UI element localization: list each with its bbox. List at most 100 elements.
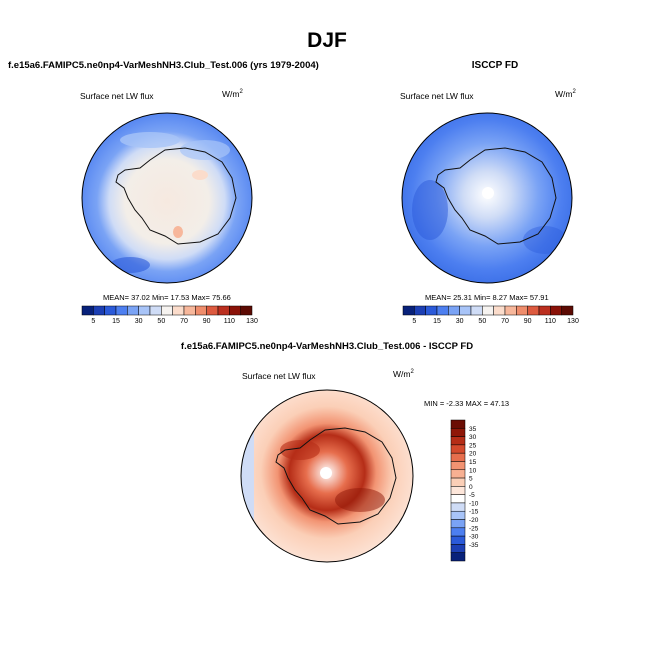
model-colorbar-swatch <box>206 305 219 316</box>
difference-colorbar-tick-label: 10 <box>469 467 477 474</box>
obs-units-label: W/m2 <box>555 89 576 99</box>
difference-colorbar-swatch <box>450 469 466 479</box>
difference-colorbar-swatch <box>450 535 466 545</box>
difference-antarctica-outline <box>275 427 397 525</box>
obs-map <box>401 112 573 284</box>
obs-colorbar: 5 15 30 50 70 90 110 130 <box>402 305 579 325</box>
obs-colorbar-tick-label: 30 <box>456 318 464 325</box>
obs-panel-title: ISCCP FD <box>471 60 519 71</box>
obs-colorbar-tick-label: 90 <box>524 318 532 325</box>
model-colorbar-tick-label: 50 <box>157 318 165 325</box>
model-colorbar: 5 15 30 50 70 90 110 130 <box>81 305 258 325</box>
difference-stats: MIN = -2.33 MAX = 47.13 <box>424 399 510 408</box>
model-colorbar-tick-label: 90 <box>203 318 211 325</box>
difference-colorbar-tick-label: -15 <box>469 509 479 516</box>
obs-colorbar-swatch <box>516 305 528 316</box>
model-map <box>81 112 253 284</box>
difference-colorbar-swatch <box>450 444 466 454</box>
difference-colorbar-tick-label: -30 <box>469 534 479 541</box>
model-colorbar-tick-label: 110 <box>224 318 235 325</box>
difference-colorbar-swatch <box>450 436 466 446</box>
model-colorbar-swatch <box>115 305 128 316</box>
difference-colorbar-swatch <box>450 510 466 520</box>
obs-colorbar-swatch <box>448 305 460 316</box>
difference-colorbar-swatch <box>450 552 466 562</box>
model-colorbar-tick-label: 70 <box>180 318 188 325</box>
difference-colorbar-swatch <box>450 544 466 553</box>
obs-stats: MEAN= 25.31 Min= 8.27 Max= 57.91 <box>425 293 549 302</box>
difference-colorbar-tick-label: 30 <box>469 434 477 441</box>
difference-colorbar-swatch <box>450 461 466 471</box>
model-colorbar-swatch <box>217 305 230 316</box>
difference-colorbar-swatch <box>450 452 466 462</box>
obs-colorbar-swatch <box>493 305 506 316</box>
difference-colorbar-swatch <box>450 527 466 537</box>
obs-colorbar-swatch <box>504 305 517 316</box>
difference-colorbar-tick-label: -5 <box>469 492 475 499</box>
difference-colorbar-tick-label: 25 <box>469 442 477 449</box>
obs-colorbar-swatch <box>436 305 449 316</box>
model-colorbar-tick-label: 15 <box>112 318 120 325</box>
obs-colorbar-swatch <box>414 305 426 316</box>
difference-colorbar-swatch <box>450 419 466 429</box>
difference-variable-label: Surface net LW flux <box>242 371 316 381</box>
difference-colorbar-swatch <box>450 494 466 504</box>
model-colorbar-tick-label: 5 <box>91 318 95 325</box>
model-colorbar-swatch <box>229 305 241 316</box>
difference-colorbar-tick-label: 5 <box>469 476 473 483</box>
difference-colorbar-tick-label: 35 <box>469 426 477 433</box>
model-units-label: W/m2 <box>222 89 243 99</box>
model-colorbar-swatch <box>172 305 185 316</box>
model-variable-label: Surface net LW flux <box>80 91 154 101</box>
model-colorbar-swatch <box>104 305 117 316</box>
obs-colorbar-tick-label: 15 <box>433 318 441 325</box>
model-antarctica-outline <box>115 147 237 245</box>
model-colorbar-swatch <box>161 305 173 316</box>
model-panel-title: f.e15a6.FAMIPC5.ne0np4-VarMeshNH3.Club_T… <box>8 60 319 71</box>
obs-antarctica-outline <box>435 147 557 245</box>
obs-colorbar-swatch <box>459 305 472 316</box>
model-colorbar-tick-label: 30 <box>135 318 143 325</box>
obs-colorbar-tick-label: 130 <box>567 318 579 325</box>
difference-colorbar-tick-label: -10 <box>469 500 479 507</box>
obs-colorbar-tick-label: 50 <box>478 318 486 325</box>
difference-colorbar-swatch <box>450 428 466 437</box>
difference-colorbar-swatch <box>450 477 466 487</box>
difference-panel-title: f.e15a6.FAMIPC5.ne0np4-VarMeshNH3.Club_T… <box>180 341 474 352</box>
obs-colorbar-tick-label: 110 <box>545 318 556 325</box>
obs-colorbar-swatch <box>402 305 415 316</box>
difference-colorbar-swatch <box>450 502 466 512</box>
model-colorbar-swatch <box>127 305 139 316</box>
obs-colorbar-swatch <box>550 305 562 316</box>
obs-colorbar-swatch <box>470 305 483 316</box>
model-stats: MEAN= 37.02 Min= 17.53 Max= 75.66 <box>103 293 231 302</box>
model-colorbar-swatch <box>240 305 253 316</box>
model-colorbar-swatch <box>93 305 105 316</box>
model-colorbar-swatch <box>138 305 151 316</box>
difference-colorbar-tick-label: -25 <box>469 525 479 532</box>
model-colorbar-swatch <box>149 305 162 316</box>
obs-colorbar-swatch <box>561 305 574 316</box>
difference-colorbar-tick-label: -20 <box>469 517 479 524</box>
difference-map <box>240 389 414 563</box>
obs-colorbar-swatch <box>482 305 494 316</box>
obs-colorbar-swatch <box>538 305 551 316</box>
obs-colorbar-swatch <box>527 305 540 316</box>
model-colorbar-swatch <box>195 305 207 316</box>
difference-units-label: W/m2 <box>393 369 414 379</box>
difference-colorbar-tick-label: 15 <box>469 459 477 466</box>
model-colorbar-swatch <box>81 305 94 316</box>
obs-colorbar-tick-label: 5 <box>412 318 416 325</box>
difference-colorbar-tick-label: -35 <box>469 542 479 549</box>
model-colorbar-tick-label: 130 <box>246 318 258 325</box>
difference-colorbar-swatch <box>450 486 466 495</box>
difference-colorbar-swatch <box>450 519 466 529</box>
obs-colorbar-swatch <box>425 305 438 316</box>
difference-colorbar-tick-label: 20 <box>469 451 477 458</box>
difference-colorbar-tick-label: 0 <box>469 484 473 491</box>
page-title: DJF <box>307 29 347 52</box>
obs-colorbar-tick-label: 70 <box>501 318 509 325</box>
model-colorbar-swatch <box>183 305 196 316</box>
